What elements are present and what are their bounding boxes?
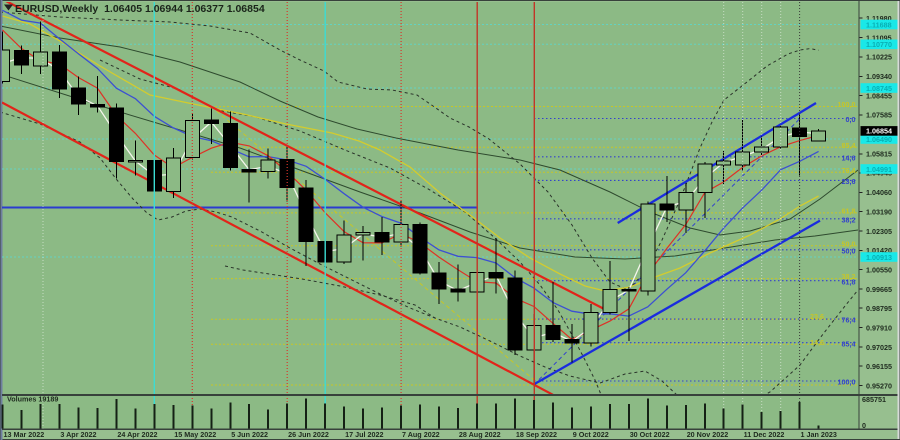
svg-text:1.11095: 1.11095 [866, 34, 892, 43]
svg-text:1.03190: 1.03190 [866, 207, 892, 216]
svg-text:1.04060: 1.04060 [866, 188, 892, 197]
svg-text:1.08745: 1.08745 [866, 84, 892, 93]
svg-text:1.10225: 1.10225 [866, 53, 892, 62]
svg-text:100,0: 100,0 [838, 100, 856, 109]
svg-text:26 Jun 2022: 26 Jun 2022 [288, 430, 329, 439]
svg-text:76,4: 76,4 [842, 166, 856, 175]
svg-text:23,6: 23,6 [842, 177, 856, 186]
svg-text:Volumes 19189: Volumes 19189 [7, 395, 58, 404]
svg-text:0.95270: 0.95270 [866, 382, 892, 391]
svg-text:EURUSD,Weekly 1.06405 1.06944: EURUSD,Weekly 1.06405 1.06944 1.06377 1.… [15, 3, 265, 15]
svg-text:1.08455: 1.08455 [866, 92, 892, 101]
svg-text:38,2: 38,2 [842, 215, 856, 224]
svg-text:3 Apr 2022: 3 Apr 2022 [60, 430, 96, 439]
svg-text:24 Apr 2022: 24 Apr 2022 [117, 430, 157, 439]
svg-text:1.04991: 1.04991 [866, 165, 892, 174]
svg-text:28 Aug 2022: 28 Aug 2022 [459, 430, 501, 439]
svg-text:0.98795: 0.98795 [866, 304, 892, 313]
svg-text:1.06854: 1.06854 [866, 127, 892, 136]
svg-text:5 Jun 2022: 5 Jun 2022 [231, 430, 268, 439]
svg-text:1.00913: 1.00913 [866, 253, 892, 262]
svg-text:15 May 2022: 15 May 2022 [174, 430, 216, 439]
svg-text:13 Mar 2022: 13 Mar 2022 [4, 430, 45, 439]
svg-text:18 Sep 2022: 18 Sep 2022 [516, 430, 557, 439]
svg-text:1.10770: 1.10770 [866, 40, 892, 49]
svg-text:85,4: 85,4 [842, 339, 856, 348]
svg-text:1.02305: 1.02305 [866, 227, 892, 236]
svg-text:14,6: 14,6 [842, 153, 856, 162]
svg-text:7 Aug 2022: 7 Aug 2022 [402, 430, 440, 439]
svg-text:20 Nov 2022: 20 Nov 2022 [687, 430, 729, 439]
svg-text:1.09340: 1.09340 [866, 72, 892, 81]
svg-text:1.11688: 1.11688 [866, 20, 892, 29]
svg-text:9 Oct 2022: 9 Oct 2022 [573, 430, 609, 439]
svg-text:85,4: 85,4 [842, 141, 856, 150]
svg-text:1.00550: 1.00550 [866, 265, 892, 274]
svg-text:14,6: 14,6 [810, 338, 824, 347]
svg-text:17 Jul 2022: 17 Jul 2022 [345, 430, 383, 439]
svg-text:61,8: 61,8 [842, 207, 856, 216]
svg-text:11 Dec 2022: 11 Dec 2022 [744, 430, 785, 439]
svg-text:685751: 685751 [862, 395, 886, 404]
svg-text:0,0: 0,0 [846, 115, 856, 124]
svg-text:50,0: 50,0 [842, 246, 856, 255]
svg-text:0.99665: 0.99665 [866, 285, 892, 294]
svg-text:1 Jan 2023: 1 Jan 2023 [801, 430, 837, 439]
svg-text:30 Oct 2022: 30 Oct 2022 [630, 430, 670, 439]
svg-text:38,2: 38,2 [842, 272, 856, 281]
svg-text:61,8: 61,8 [842, 277, 856, 286]
svg-text:0.97910: 0.97910 [866, 323, 892, 332]
svg-text:76,4: 76,4 [842, 316, 856, 325]
svg-text:0.96155: 0.96155 [866, 362, 892, 371]
svg-text:1.11980: 1.11980 [866, 14, 892, 23]
svg-text:23,6: 23,6 [810, 312, 824, 321]
svg-text:1.07585: 1.07585 [866, 111, 892, 120]
svg-text:0.97025: 0.97025 [866, 343, 892, 352]
svg-text:0: 0 [862, 421, 866, 430]
svg-text:50,0: 50,0 [842, 239, 856, 248]
svg-text:1.01420: 1.01420 [866, 246, 892, 255]
svg-text:1.05815: 1.05815 [866, 150, 892, 159]
svg-text:100,0: 100,0 [838, 378, 856, 387]
svg-text:1.06490: 1.06490 [866, 135, 892, 144]
